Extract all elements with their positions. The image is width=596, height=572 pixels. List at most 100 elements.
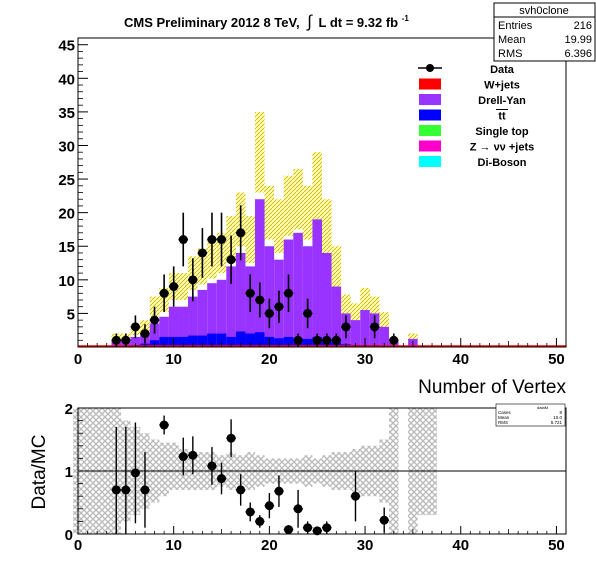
ttbar-bar	[255, 332, 265, 347]
ttbar-bar	[188, 335, 198, 347]
y-tick-label: 25	[58, 172, 75, 189]
ttbar-bar	[216, 333, 227, 347]
ratio-panel: 0 10 20 30 40 50 0 1 2 dataM Cases 8 Mean 10.0 R…	[29, 401, 567, 554]
x-tick-label: 20	[261, 351, 278, 368]
data-point	[111, 335, 121, 345]
ttbar-bar	[226, 336, 236, 347]
data-point	[255, 295, 265, 305]
y-tick-label: 45	[58, 38, 75, 55]
data-point	[150, 315, 160, 325]
mc-uncertainty-bin	[255, 111, 265, 193]
mc-uncertainty-bin	[178, 273, 189, 300]
ratio-point	[303, 523, 313, 533]
legend-label: Di-Boson	[478, 157, 527, 169]
luminosity-text: L dt = 9.32 fb	[319, 15, 399, 30]
legend-label: Drell-Yan	[478, 95, 526, 107]
ratio-axes: 0 10 20 30 40 50 0 1 2	[65, 401, 567, 554]
ratio-point	[264, 501, 274, 511]
ratio-x-tick-label: 10	[165, 537, 182, 554]
data-point	[159, 288, 169, 298]
stats-mean-label: Mean	[498, 34, 526, 46]
drell-yan-bar	[226, 266, 236, 347]
ratio-point	[312, 526, 322, 536]
stats-rms-value: 6.396	[564, 48, 592, 60]
ratio-point	[255, 516, 265, 526]
ratio-y-tick-label: 1	[65, 464, 73, 481]
ratio-point	[217, 474, 227, 484]
ttbar-bar	[274, 338, 284, 347]
data-point	[130, 322, 140, 332]
data-point	[389, 335, 399, 345]
stats-mean-value: 19.99	[564, 34, 592, 46]
mc-uncertainty-bin	[331, 246, 342, 287]
data-point	[207, 235, 217, 245]
main-histogram-panel: CMS Preliminary 2012 8 TeV, ∫ L dt = 9.3…	[58, 2, 596, 398]
ratio-stats-mean-value: 10.0	[553, 415, 562, 420]
legend-label: W+jets	[484, 80, 520, 92]
stats-entries-label: Entries	[498, 20, 533, 32]
x-axis-title: Number of Vertex	[418, 377, 566, 398]
ratio-point	[350, 491, 360, 501]
mc-uncertainty-bin	[283, 175, 294, 237]
uncertainty-band-bin	[417, 408, 428, 516]
ratio-stats-rms-value: 5.721	[551, 420, 563, 425]
ttbar-bar	[207, 333, 217, 347]
ratio-points-layer	[111, 415, 389, 536]
data-point	[236, 228, 246, 238]
mc-uncertainty-bin	[264, 185, 275, 240]
data-point	[245, 288, 255, 298]
data-point	[370, 322, 380, 332]
mc-uncertainty-bin	[312, 152, 322, 220]
ratio-point	[111, 485, 121, 495]
y-tick-label: 5	[67, 306, 75, 323]
ratio-point	[188, 450, 198, 460]
drell-yan-bar	[322, 252, 332, 347]
drell-yan-bar	[197, 289, 208, 347]
data-point	[312, 335, 322, 345]
legend-swatch	[419, 78, 441, 90]
ratio-point	[178, 452, 188, 462]
ratio-x-tick-label: 30	[357, 537, 374, 554]
uncertainty-band-bin	[159, 442, 169, 497]
drell-yan-bar	[331, 286, 342, 347]
data-point	[341, 322, 351, 332]
data-point	[188, 275, 198, 285]
data-point	[303, 308, 313, 318]
ratio-point	[274, 486, 284, 496]
y-tick-label: 15	[58, 239, 75, 256]
ratio-point	[140, 485, 150, 495]
ratio-stats-name: dataM	[537, 405, 548, 410]
luminosity-exponent: -1	[402, 14, 410, 23]
ttbar-bar	[245, 333, 256, 347]
data-point	[217, 235, 227, 245]
mc-uncertainty-bin	[322, 199, 332, 253]
drell-yan-bar	[216, 279, 227, 347]
ratio-stats-box: dataM Cases 8 Mean 10.0 RMS 5.721	[495, 403, 566, 427]
ratio-point	[121, 485, 131, 495]
ttbar-bar	[302, 338, 313, 347]
ratio-y-tick-label: 0	[65, 527, 73, 544]
y-tick-label: 40	[58, 71, 75, 88]
ratio-x-tick-label: 50	[548, 537, 565, 554]
ttbar-bar	[178, 336, 189, 347]
drell-yan-bar	[302, 246, 313, 347]
ratio-stats-cases-label: Cases	[498, 410, 512, 415]
ratio-stats-mean-label: Mean	[498, 415, 510, 420]
ratio-stats-cases-value: 8	[559, 410, 562, 415]
drell-yan-bar	[159, 316, 169, 347]
legend-label: tt	[498, 111, 506, 123]
ratio-stats-rms-label: RMS	[498, 420, 508, 425]
x-tick-label: 10	[165, 351, 182, 368]
data-point	[284, 288, 294, 298]
data-point	[331, 335, 341, 345]
ratio-point	[322, 523, 332, 533]
ratio-point	[284, 525, 294, 535]
drell-yan-bar	[360, 310, 370, 347]
top-axes: 0 10 20 30 40 50 5 10 15 20 25 30 35 40 45	[58, 37, 567, 368]
drell-yan-bar	[255, 199, 265, 347]
mc-uncertainty-bin	[293, 168, 303, 230]
mc-uncertainty-bin	[369, 296, 380, 317]
legend-swatch	[419, 94, 441, 105]
ratio-point	[159, 420, 169, 430]
ratio-y-tick-label: 2	[65, 401, 73, 418]
